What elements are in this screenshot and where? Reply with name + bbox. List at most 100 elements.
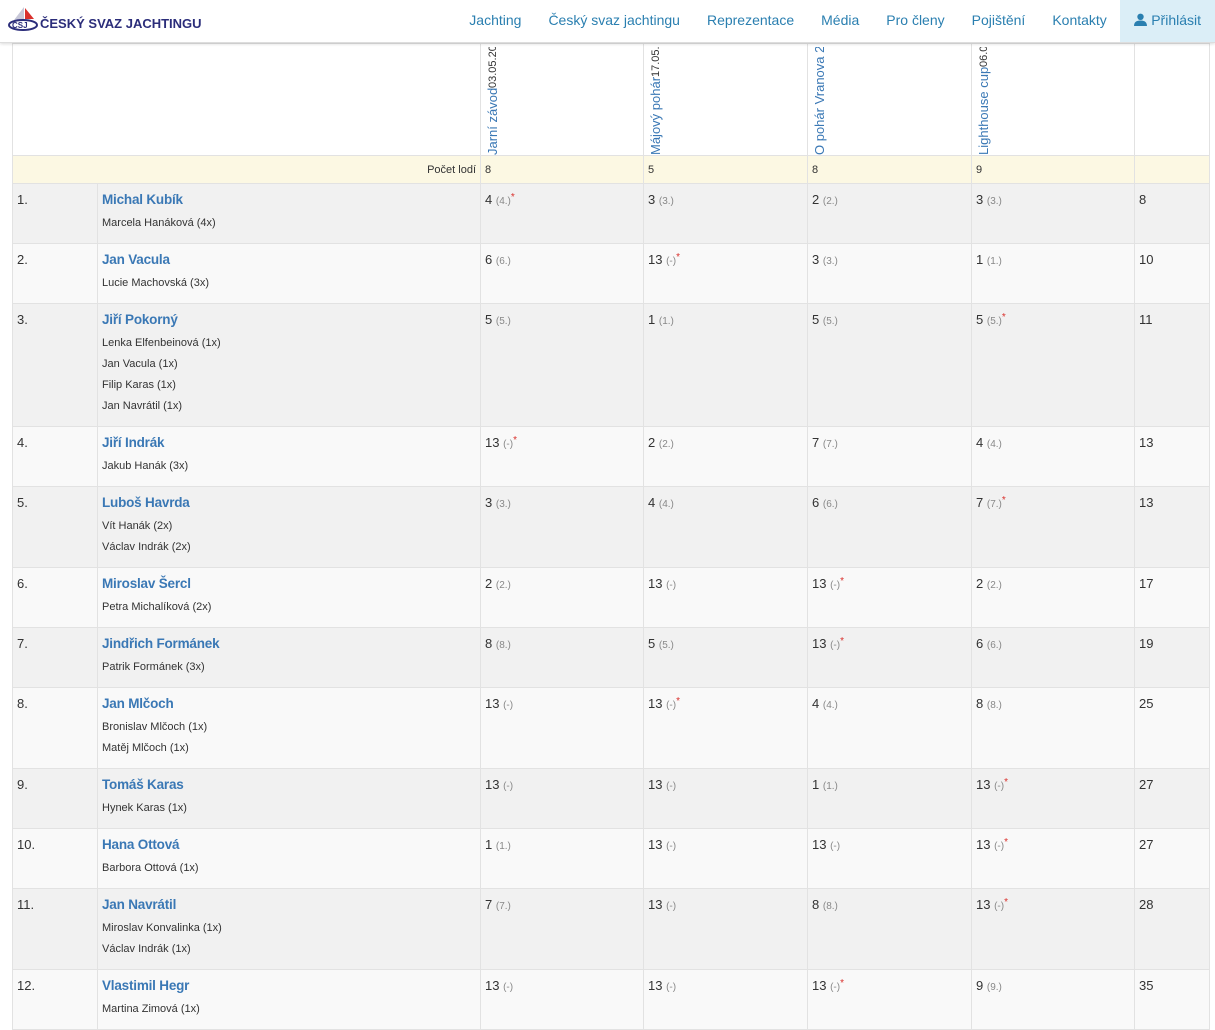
helmsman-link[interactable]: Jan Mlčoch	[102, 696, 174, 711]
boat-count: 9	[971, 155, 1135, 184]
competitor-cell: Jan Navrátil Miroslav Konvalinka (1x) Václ…	[97, 888, 481, 970]
main-menu: Jachting Český svaz jachtingu Reprezentace…	[456, 0, 1215, 42]
helmsman-link[interactable]: Luboš Havrda	[102, 495, 190, 510]
discard-star-icon: *	[676, 696, 680, 707]
total: 13	[1134, 486, 1210, 568]
race-result: 3 (3.)	[643, 183, 808, 244]
race-link[interactable]: Májový pohár	[648, 76, 663, 155]
crew-member: Bronislav Mlčoch (1x)	[102, 721, 208, 733]
race-link[interactable]: Lighthouse cup	[976, 66, 991, 155]
score: 8	[812, 897, 820, 912]
place: (-)	[666, 841, 677, 852]
place: (7.)	[495, 901, 511, 912]
helmsman-link[interactable]: Jan Navrátil	[102, 897, 177, 912]
table-row: 11. Jan Navrátil Miroslav Konvalinka (1x) V…	[12, 888, 1210, 970]
score: 13	[648, 696, 663, 711]
place: (6.)	[822, 499, 838, 510]
rank: 6.	[12, 567, 98, 628]
race-result: 1 (1.)	[480, 828, 644, 889]
score: 5	[812, 312, 820, 327]
race-link[interactable]: Jarní závod	[485, 87, 500, 155]
helmsman-link[interactable]: Jiří Indrák	[102, 435, 165, 450]
helmsman-link[interactable]: Tomáš Karas	[102, 777, 184, 792]
logo[interactable]: ČSJ ČESKÝ SVAZ JACHTINGU	[8, 6, 202, 32]
race-result: 13 (-)*	[643, 243, 808, 304]
score: 3	[648, 192, 656, 207]
nav-item[interactable]: Pojištění	[971, 12, 1026, 28]
rank: 12.	[12, 969, 98, 1030]
login-button[interactable]: Přihlásit	[1120, 0, 1215, 42]
helmsman-link[interactable]: Hana Ottová	[102, 837, 180, 852]
discard-star-icon: *	[513, 435, 517, 446]
place: (7.)	[822, 439, 838, 450]
score: 4	[648, 495, 656, 510]
score: 1	[812, 777, 820, 792]
race-result: 7 (7.)	[480, 888, 644, 970]
competitor-cell: Luboš Havrda Vít Hanák (2x) Václav Indrák …	[97, 486, 481, 568]
helmsman-link[interactable]: Jan Vacula	[102, 252, 170, 267]
score: 13	[976, 837, 991, 852]
discard-star-icon: *	[1004, 897, 1008, 908]
crew-member: Hynek Karas (1x)	[102, 802, 187, 814]
race-result: 2 (2.)	[643, 426, 808, 487]
race-result: 13 (-)*	[643, 687, 808, 769]
race-result: 1 (1.)	[807, 768, 972, 829]
crew-member: Miroslav Konvalinka (1x)	[102, 922, 222, 934]
score: 6	[976, 636, 984, 651]
total: 19	[1134, 627, 1210, 688]
race-result: 1 (1.)	[971, 243, 1135, 304]
table-row: 2. Jan Vacula Lucie Machovská (3x) 6 (6.) 13…	[12, 243, 1210, 304]
place: (4.)	[986, 439, 1002, 450]
nav-item[interactable]: Kontakty	[1052, 12, 1107, 28]
score: 13	[812, 837, 827, 852]
competitor-cell: Tomáš Karas Hynek Karas (1x)	[97, 768, 481, 829]
score: 3	[812, 252, 820, 267]
place: (5.)	[822, 316, 838, 327]
crew-member: Jan Vacula (1x)	[102, 358, 178, 370]
place: (3.)	[822, 256, 838, 267]
crew-member: Marcela Hanáková (4x)	[102, 217, 216, 229]
race-link[interactable]: O pohár Vranova 20	[812, 47, 827, 155]
helmsman-link[interactable]: Jiří Pokorný	[102, 312, 178, 327]
table-row: 5. Luboš Havrda Vít Hanák (2x) Václav Indrá…	[12, 486, 1210, 568]
helmsman-link[interactable]: Miroslav Šercl	[102, 576, 191, 591]
competitor-cell: Michal Kubík Marcela Hanáková (4x)	[97, 183, 481, 244]
score: 13	[648, 576, 663, 591]
crew-member: Lucie Machovská (3x)	[102, 277, 209, 289]
helmsman-link[interactable]: Jindřich Formánek	[102, 636, 220, 651]
place: (-)	[503, 700, 514, 711]
place: (-)	[666, 700, 677, 711]
score: 13	[812, 636, 827, 651]
nav-item[interactable]: Jachting	[469, 12, 522, 28]
score: 4	[976, 435, 984, 450]
nav-item[interactable]: Český svaz jachtingu	[548, 12, 680, 28]
nav-item[interactable]: Média	[821, 12, 860, 28]
race-result: 13 (-)	[643, 888, 808, 970]
race-result: 4 (4.)	[643, 486, 808, 568]
competitor-cell: Jiří Pokorný Lenka Elfenbeinová (1x) Jan V…	[97, 303, 481, 427]
race-info: 06.09.2025 - 251713	[978, 47, 990, 67]
top-navbar: ČSJ ČESKÝ SVAZ JACHTINGU Jachting Český s…	[0, 0, 1215, 43]
boat-count: 5	[643, 155, 808, 184]
crew-member: Vít Hanák (2x)	[102, 520, 173, 532]
helmsman-link[interactable]: Vlastimil Hegr	[102, 978, 190, 993]
score: 5	[976, 312, 984, 327]
race-header: O pohár Vranova 2023.08.2025 - 252149	[807, 43, 972, 156]
place: (-)	[666, 901, 677, 912]
race-result: 2 (2.)	[971, 567, 1135, 628]
race-result: 13 (-)	[643, 969, 808, 1030]
total: 11	[1134, 303, 1210, 427]
user-icon	[1134, 13, 1148, 26]
competitor-cell: Jindřich Formánek Patrik Formánek (3x)	[97, 627, 481, 688]
nav-item[interactable]: Pro členy	[886, 12, 945, 28]
race-header-row: Jarní závod03.05.2025 - 251901Májový poh…	[12, 43, 1210, 156]
race-result: 8 (8.)	[480, 627, 644, 688]
discard-star-icon: *	[1001, 312, 1006, 323]
helmsman-link[interactable]: Michal Kubík	[102, 192, 183, 207]
race-result: 5 (5.)	[807, 303, 972, 427]
place: (5.)	[658, 640, 674, 651]
race-result: 5 (5.)*	[971, 303, 1135, 427]
nav-item[interactable]: Reprezentace	[706, 12, 795, 28]
score: 9	[976, 978, 984, 993]
score: 5	[648, 636, 656, 651]
